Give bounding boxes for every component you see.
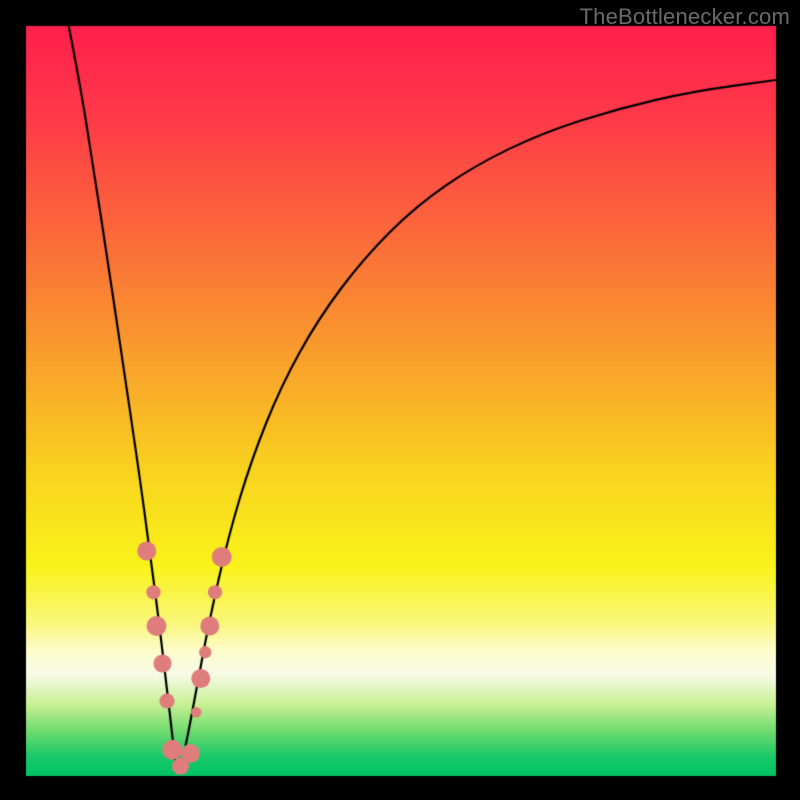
watermark-text: TheBottlenecker.com <box>580 4 790 30</box>
chart-stage: TheBottlenecker.com <box>0 0 800 800</box>
bottleneck-chart-canvas <box>0 0 800 800</box>
